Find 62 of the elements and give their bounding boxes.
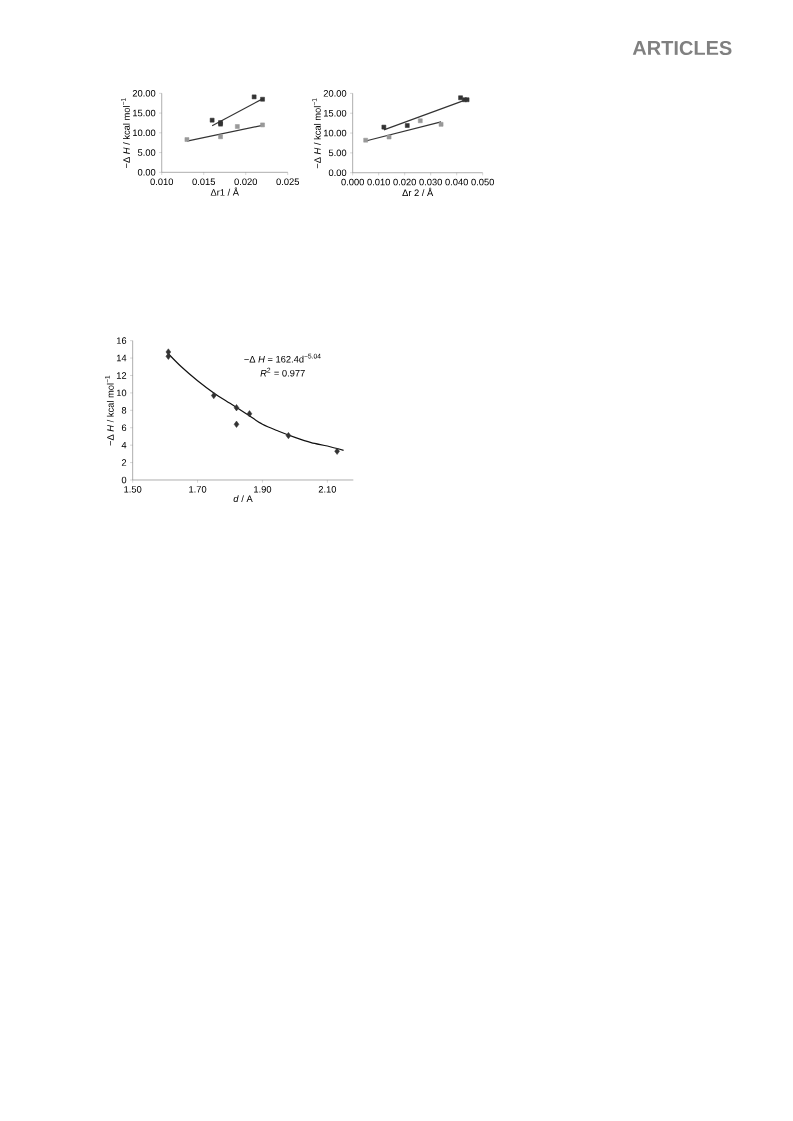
x-tick-label: 0.025 xyxy=(276,178,300,185)
x-tick-label: 1.90 xyxy=(254,486,272,493)
y-tick-label: 4 xyxy=(121,441,127,449)
x-tick-label: 0.020 xyxy=(234,178,258,185)
text: ARTICLES xyxy=(632,40,732,56)
annotation: R$^{2}$ = 0.977 xyxy=(260,367,305,377)
point xyxy=(233,404,240,412)
y-tick-label: 0 xyxy=(121,476,127,484)
y-axis-title: −Δ H / kcal mol$^{−1}$ xyxy=(121,98,130,169)
y-axis-title: −Δ H / kcal mol$^{−1}$ xyxy=(312,98,321,169)
y-tick-label: 6 xyxy=(121,424,127,432)
x-tick-label: 2.10 xyxy=(318,486,337,493)
x-axis-title: Δr 2 / Å xyxy=(402,187,434,197)
point xyxy=(184,137,190,142)
x-tick-label: 1.70 xyxy=(189,486,207,493)
point xyxy=(418,118,423,124)
point xyxy=(438,122,444,127)
point xyxy=(209,117,215,123)
y-tick-label: 8 xyxy=(121,407,127,414)
y-tick-label: 15.00 xyxy=(133,109,156,117)
point xyxy=(260,122,265,128)
x-axis-title: Δr1 / Å xyxy=(210,187,239,196)
y-tick-label: 5.00 xyxy=(328,149,347,157)
point xyxy=(285,432,292,440)
point xyxy=(458,95,463,101)
point xyxy=(334,447,340,455)
y-tick-label: 16 xyxy=(116,337,127,344)
x-axis-title: d / A xyxy=(233,495,253,502)
x-tick-label: 0.010 xyxy=(150,178,174,185)
y-tick-label: 5.00 xyxy=(137,149,156,156)
x-tick-label: 0.000 xyxy=(341,178,364,186)
y-tick-label: 0.00 xyxy=(137,169,156,176)
x-tick-label: 0.010 xyxy=(367,178,390,186)
y-tick-label: 2 xyxy=(121,459,127,466)
y-tick-label: 20.00 xyxy=(132,90,156,97)
y-tick-label: 10.00 xyxy=(133,129,156,137)
point xyxy=(405,123,410,128)
y-tick-label: 10 xyxy=(116,389,127,397)
x-tick-label: 0.015 xyxy=(192,178,216,185)
point xyxy=(363,137,368,143)
x-tick-label: 0.040 xyxy=(445,178,468,186)
y-tick-label: 0.00 xyxy=(328,169,347,177)
x-tick-label: 0.020 xyxy=(393,178,416,186)
x-tick-label: 0.050 xyxy=(471,178,494,186)
y-tick-label: 12 xyxy=(116,372,127,379)
point xyxy=(233,420,240,428)
x-tick-label: 1.50 xyxy=(124,486,142,493)
y-axis-title: −Δ H / kcal mol$^{−1}$ xyxy=(105,375,114,446)
annotation: −Δ H = 162.4d$^{−5.04}$ xyxy=(244,353,321,363)
x-tick-label: 0.030 xyxy=(419,178,442,186)
y-tick-label: 20.00 xyxy=(323,90,347,97)
y-tick-label: 10.00 xyxy=(323,129,347,137)
point xyxy=(235,124,240,129)
point xyxy=(218,134,223,140)
point xyxy=(251,94,257,100)
point xyxy=(260,96,265,102)
point xyxy=(246,410,253,418)
point xyxy=(381,124,387,130)
y-tick-label: 15.00 xyxy=(323,109,347,117)
point xyxy=(211,392,217,399)
point xyxy=(386,134,392,140)
y-tick-label: 14 xyxy=(116,354,127,362)
